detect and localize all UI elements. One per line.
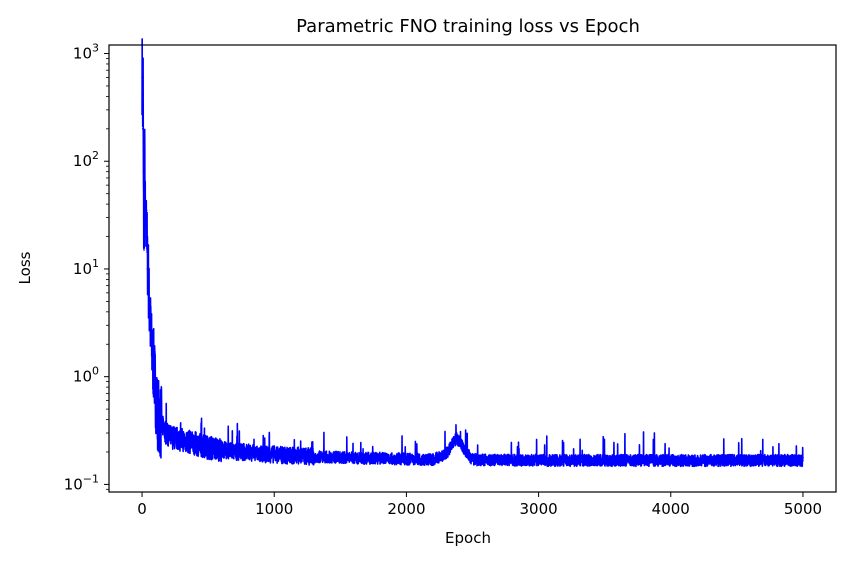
- loss-data-point: [151, 356, 154, 359]
- loss-data-point: [174, 437, 176, 439]
- loss-data-point: [143, 160, 146, 163]
- loss-data-point: [445, 453, 447, 456]
- y-tick-label: 100: [73, 365, 99, 386]
- loss-data-point: [180, 438, 183, 441]
- loss-data-point: [145, 209, 148, 212]
- loss-data-point: [194, 442, 196, 445]
- x-tick-label: 4000: [652, 500, 690, 518]
- loss-data-point: [339, 456, 342, 459]
- x-axis-label: Epoch: [445, 529, 491, 547]
- loss-data-point: [154, 386, 157, 388]
- loss-data-point: [141, 63, 144, 65]
- loss-data-point: [147, 249, 149, 251]
- loss-data-point: [167, 435, 170, 438]
- loss-data-point: [484, 459, 487, 461]
- loss-data-point: [749, 459, 751, 462]
- loss-data-point: [207, 446, 209, 449]
- loss-data-point: [233, 451, 236, 453]
- loss-data-point: [200, 444, 203, 447]
- loss-data-point: [142, 170, 145, 173]
- y-axis: 10−1 100 101 102 103: [64, 42, 109, 493]
- loss-data-point: [458, 440, 461, 443]
- loss-data-point: [537, 459, 540, 462]
- loss-data-point: [405, 458, 408, 460]
- loss-data-point: [471, 458, 474, 461]
- loss-data-point: [432, 458, 434, 461]
- loss-data-point: [144, 225, 147, 227]
- loss-data-point: [220, 448, 223, 451]
- loss-data-point: [246, 451, 249, 453]
- loss-data-point: [145, 235, 147, 238]
- loss-data-point: [149, 317, 151, 319]
- y-tick-label: 101: [73, 257, 99, 278]
- loss-data-point: [159, 421, 162, 423]
- loss-data-point: [775, 459, 778, 462]
- x-axis: 0 1000 2000 3000 4000 5000: [137, 492, 822, 518]
- y-tick-label: 10−1: [64, 472, 99, 493]
- loss-data-point: [392, 457, 394, 460]
- y-tick-label: 102: [73, 149, 99, 170]
- loss-data-point: [313, 456, 315, 458]
- loss-data-point: [590, 459, 593, 462]
- loss-data-point: [379, 457, 381, 460]
- loss-series-line: [141, 38, 804, 468]
- loss-data-point: [150, 343, 153, 346]
- loss-data-point: [155, 403, 158, 406]
- loss-data-point: [142, 216, 145, 219]
- loss-data-point: [511, 459, 513, 461]
- loss-data-point: [352, 457, 355, 459]
- loss-data-point: [365, 457, 368, 460]
- loss-data-point: [157, 413, 159, 415]
- loss-data-point: [142, 76, 144, 79]
- loss-data-point: [147, 292, 150, 294]
- loss-data-point: [153, 367, 155, 369]
- chart-title: Parametric FNO training loss vs Epoch: [296, 16, 640, 37]
- loss-data-point: [273, 453, 276, 456]
- loss-data-point: [564, 459, 566, 462]
- loss-data-point: [165, 432, 167, 434]
- x-tick-label: 1000: [255, 500, 293, 518]
- loss-data-point: [802, 459, 804, 462]
- loss-data-point: [143, 249, 145, 251]
- x-tick-label: 2000: [387, 500, 425, 518]
- series-layer: [141, 38, 804, 468]
- loss-data-point: [146, 268, 149, 270]
- loss-data-point: [326, 456, 328, 458]
- loss-data-point: [451, 442, 454, 445]
- loss-data-point: [696, 459, 699, 462]
- loss-data-point: [643, 459, 646, 462]
- loss-data-point: [669, 459, 672, 462]
- y-tick-label: 103: [73, 42, 99, 63]
- loss-data-point: [465, 451, 467, 453]
- loss-data-point: [260, 453, 262, 456]
- loss-data-point: [299, 454, 302, 457]
- loss-data-point: [141, 128, 144, 130]
- x-tick-label: 3000: [519, 500, 557, 518]
- loss-data-point: [617, 459, 619, 462]
- x-tick-label: 0: [137, 500, 147, 518]
- loss-data-point: [418, 458, 421, 461]
- x-tick-label: 5000: [784, 500, 822, 518]
- y-axis-label: Loss: [16, 251, 34, 284]
- loss-data-point: [162, 427, 164, 430]
- loss-data-point: [187, 440, 190, 443]
- loss-data-point: [455, 437, 458, 439]
- loss-data-point: [286, 454, 289, 457]
- loss-data-point: [722, 459, 725, 462]
